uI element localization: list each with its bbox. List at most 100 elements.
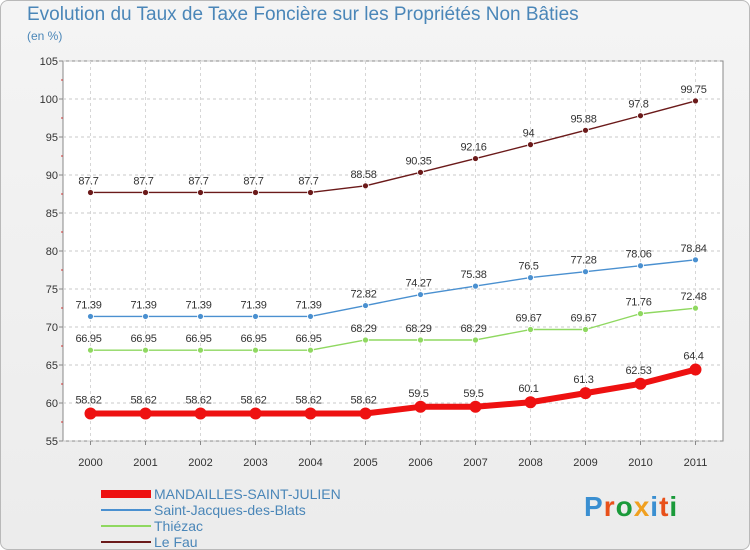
data-point xyxy=(469,400,482,413)
data-point xyxy=(582,326,589,333)
data-point xyxy=(252,313,259,320)
data-label: 59.5 xyxy=(408,388,428,400)
data-label: 62.53 xyxy=(625,365,651,377)
data-label: 71.39 xyxy=(185,299,211,311)
data-label: 68.29 xyxy=(350,323,376,335)
data-label: 68.29 xyxy=(405,323,431,335)
series-line xyxy=(90,100,696,194)
logo-letter: i xyxy=(650,491,660,522)
legend-label: Le Fau xyxy=(154,534,198,550)
data-point xyxy=(362,336,369,344)
data-label: 90.35 xyxy=(405,155,431,167)
data-label: 71.39 xyxy=(240,299,266,311)
data-point xyxy=(692,97,699,105)
data-point xyxy=(414,400,427,413)
data-point xyxy=(252,189,259,196)
data-point xyxy=(362,302,369,309)
data-label: 58.62 xyxy=(350,394,376,406)
x-tick-label: 2001 xyxy=(133,457,157,469)
data-point xyxy=(139,407,152,420)
data-point xyxy=(472,336,479,344)
logo-letter: r xyxy=(603,491,616,522)
y-tick-label: 55 xyxy=(46,436,58,448)
data-point xyxy=(359,407,372,420)
data-point xyxy=(524,396,537,409)
logo-letter: t xyxy=(659,491,670,522)
data-label: 68.29 xyxy=(460,323,486,335)
data-label: 87.7 xyxy=(243,175,263,187)
series-line xyxy=(90,307,696,351)
data-point xyxy=(304,407,317,420)
data-label: 66.95 xyxy=(75,333,101,345)
data-point xyxy=(307,313,314,320)
data-point xyxy=(689,363,702,376)
data-label: 60.1 xyxy=(518,383,538,395)
data-point xyxy=(417,336,424,344)
logo-letter: o xyxy=(615,491,634,522)
data-label: 58.62 xyxy=(185,394,211,406)
data-point xyxy=(142,346,149,354)
y-tick-label: 95 xyxy=(46,132,58,144)
data-label: 87.7 xyxy=(133,175,153,187)
data-label: 58.62 xyxy=(240,394,266,406)
data-label: 87.7 xyxy=(78,175,98,187)
data-point xyxy=(194,407,207,420)
data-point xyxy=(197,346,204,354)
data-point xyxy=(472,155,479,162)
proxiti-logo: Proxiti xyxy=(584,491,678,523)
data-label: 59.5 xyxy=(463,388,483,400)
data-label: 99.75 xyxy=(680,84,706,96)
data-label: 66.95 xyxy=(130,333,156,345)
data-point xyxy=(472,282,479,290)
data-point xyxy=(527,274,534,282)
data-point xyxy=(582,126,589,134)
y-tick-label: 100 xyxy=(40,94,58,106)
x-tick-label: 2010 xyxy=(628,457,652,469)
data-point xyxy=(249,407,262,420)
data-point xyxy=(692,304,699,312)
data-label: 66.95 xyxy=(240,333,266,345)
y-tick-label: 85 xyxy=(46,208,58,220)
x-tick-label: 2003 xyxy=(243,457,267,469)
legend-swatch xyxy=(101,541,151,543)
data-point xyxy=(692,256,699,264)
data-label: 78.06 xyxy=(625,249,651,261)
data-label: 71.39 xyxy=(295,299,321,311)
x-tick-label: 2011 xyxy=(684,457,708,469)
data-label: 71.76 xyxy=(625,297,651,309)
data-label: 92.16 xyxy=(460,142,486,154)
data-point xyxy=(87,313,94,320)
data-label: 61.3 xyxy=(573,374,593,386)
series-line xyxy=(90,259,696,318)
x-tick-label: 2006 xyxy=(408,457,432,469)
data-point xyxy=(637,112,644,120)
data-point xyxy=(197,313,204,320)
series-line xyxy=(90,366,697,417)
data-label: 69.67 xyxy=(570,313,596,325)
x-tick-label: 2009 xyxy=(573,457,597,469)
data-point xyxy=(252,346,259,354)
data-point xyxy=(634,377,647,390)
data-point xyxy=(527,141,534,149)
legend-swatch xyxy=(101,490,151,498)
data-point xyxy=(87,346,94,354)
x-tick-label: 2004 xyxy=(298,457,322,469)
data-label: 87.7 xyxy=(298,175,318,187)
data-label: 72.82 xyxy=(350,289,376,301)
data-point xyxy=(637,262,644,270)
data-point xyxy=(142,189,149,196)
data-point xyxy=(142,313,149,320)
data-point xyxy=(637,310,644,318)
y-tick-label: 105 xyxy=(40,56,58,68)
y-tick-label: 80 xyxy=(46,246,58,258)
y-tick-label: 70 xyxy=(46,322,58,334)
data-point xyxy=(197,189,204,196)
data-label: 75.38 xyxy=(460,269,486,281)
data-point xyxy=(417,291,424,298)
data-label: 72.48 xyxy=(680,291,706,303)
x-tick-label: 2007 xyxy=(463,457,487,469)
legend-label: MANDAILLES-SAINT-JULIEN xyxy=(154,486,341,502)
data-label: 58.62 xyxy=(295,394,321,406)
data-label: 64.4 xyxy=(683,351,703,363)
